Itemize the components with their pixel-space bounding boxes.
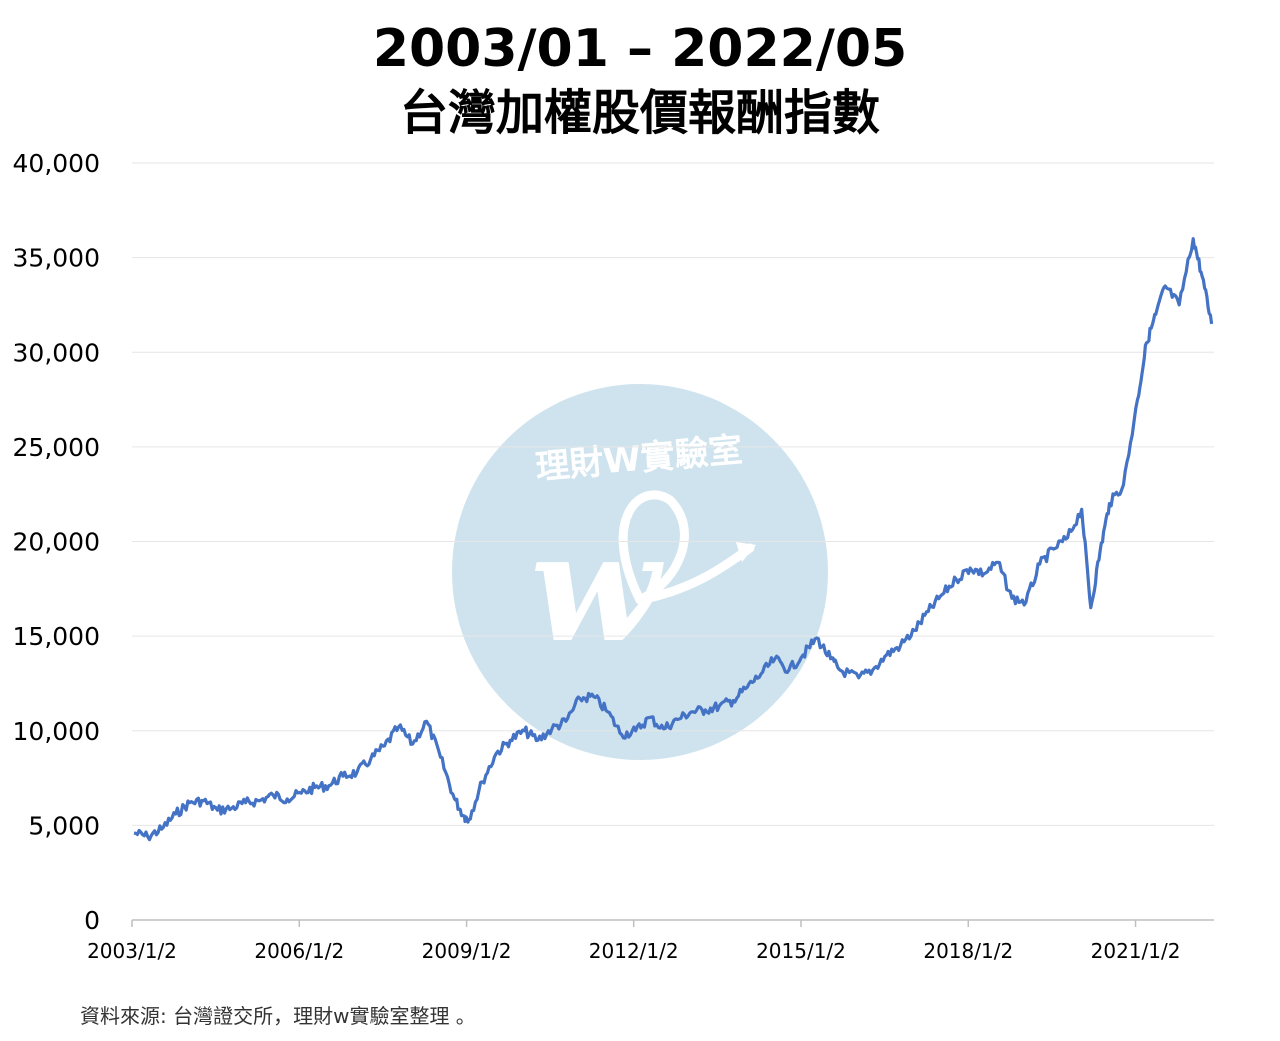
- x-tick-label: 2015/1/2: [756, 939, 846, 963]
- x-tick-label: 2009/1/2: [422, 939, 512, 963]
- x-tick-label: 2003/1/2: [87, 939, 177, 963]
- watermark-circle: [452, 384, 828, 760]
- y-tick-label: 10,000: [13, 717, 100, 746]
- source-note: 資料來源: 台灣證交所，理財w實驗室整理 。: [80, 1004, 476, 1028]
- y-tick-label: 25,000: [13, 433, 100, 462]
- series-line: [133, 237, 1214, 842]
- arrow-head-icon: [736, 542, 756, 562]
- x-tick-label: 2006/1/2: [254, 939, 344, 963]
- y-tick-label: 40,000: [13, 149, 100, 178]
- y-tick-label: 15,000: [13, 622, 100, 651]
- watermark-logo-letter: w: [530, 500, 664, 676]
- watermark: 理財W實驗室 w: [452, 384, 828, 760]
- chart-title-line1: 2003/01 – 2022/05: [372, 19, 908, 79]
- y-tick-label: 30,000: [13, 338, 100, 367]
- x-tick-label: 2021/1/2: [1091, 939, 1181, 963]
- x-tick-label: 2018/1/2: [923, 939, 1013, 963]
- y-tick-label: 5,000: [28, 811, 100, 840]
- x-tick-label: 2012/1/2: [589, 939, 679, 963]
- y-tick-label: 35,000: [13, 244, 100, 273]
- y-tick-label: 0: [84, 906, 100, 935]
- chart-title-line2: 台灣加權股價報酬指數: [399, 85, 880, 141]
- y-tick-label: 20,000: [13, 528, 100, 557]
